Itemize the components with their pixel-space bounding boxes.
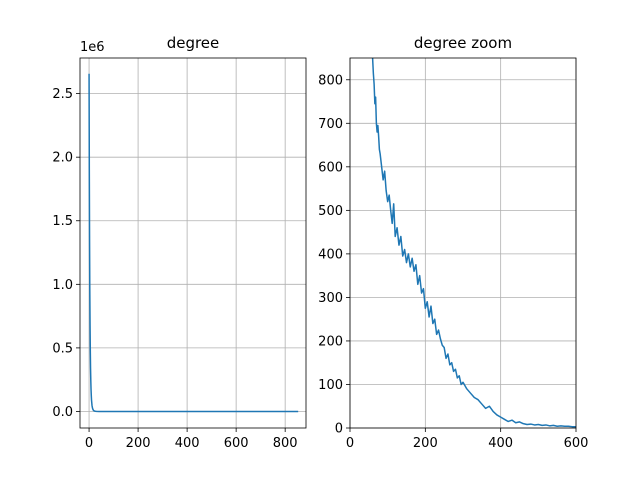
x-tick-label: 400 bbox=[175, 436, 200, 451]
y-tick-label: 400 bbox=[318, 247, 343, 262]
y-tick-label: 2.5 bbox=[52, 87, 73, 102]
y-tick-label: 800 bbox=[318, 73, 343, 88]
y-tick-label: 700 bbox=[318, 117, 343, 132]
grid-lines bbox=[349, 58, 577, 429]
x-tick-label: 800 bbox=[273, 436, 298, 451]
series-line-degree-zoom bbox=[371, 58, 576, 428]
x-tick-label: 600 bbox=[224, 436, 249, 451]
y-tick-label: 2.0 bbox=[52, 151, 73, 166]
x-tick-label: 600 bbox=[564, 436, 589, 451]
plot-area-frame bbox=[79, 57, 307, 429]
y-tick-label: 600 bbox=[318, 160, 343, 175]
chart-title: degree bbox=[167, 34, 220, 52]
axis-ticks: 0 200 400 600 800 0.0 0.5 1.0 1.5 2.0 2.5 bbox=[52, 87, 297, 451]
y-tick-label: 1.0 bbox=[52, 278, 73, 293]
grid-lines bbox=[80, 58, 306, 428]
chart-panel-degree-zoom: 0 200 400 600 0 100 200 300 400 500 600 700 800 degr… bbox=[318, 34, 588, 451]
y-tick-label: 100 bbox=[318, 378, 343, 393]
y-tick-label: 0.0 bbox=[52, 405, 73, 420]
plot-area-frame bbox=[349, 57, 577, 429]
y-tick-label: 1.5 bbox=[52, 214, 73, 229]
y-axis-offset-label: 1e6 bbox=[80, 40, 105, 55]
y-tick-label: 300 bbox=[318, 291, 343, 306]
y-tick-label: 0.5 bbox=[52, 341, 73, 356]
y-tick-label: 200 bbox=[318, 334, 343, 349]
series-line-degree bbox=[88, 73, 299, 413]
x-tick-label: 200 bbox=[126, 436, 151, 451]
chart-panel-degree: 0 200 400 600 800 0.0 0.5 1.0 1.5 2.0 2.5 degree 1… bbox=[52, 34, 307, 451]
x-tick-label: 0 bbox=[85, 436, 93, 451]
chart-title: degree zoom bbox=[414, 34, 512, 52]
y-tick-label: 0 bbox=[335, 422, 343, 437]
axis-ticks: 0 200 400 600 0 100 200 300 400 500 600 700 800 bbox=[318, 73, 588, 451]
x-tick-label: 200 bbox=[413, 436, 438, 451]
x-tick-label: 400 bbox=[488, 436, 513, 451]
y-tick-label: 500 bbox=[318, 204, 343, 219]
x-tick-label: 0 bbox=[346, 436, 354, 451]
